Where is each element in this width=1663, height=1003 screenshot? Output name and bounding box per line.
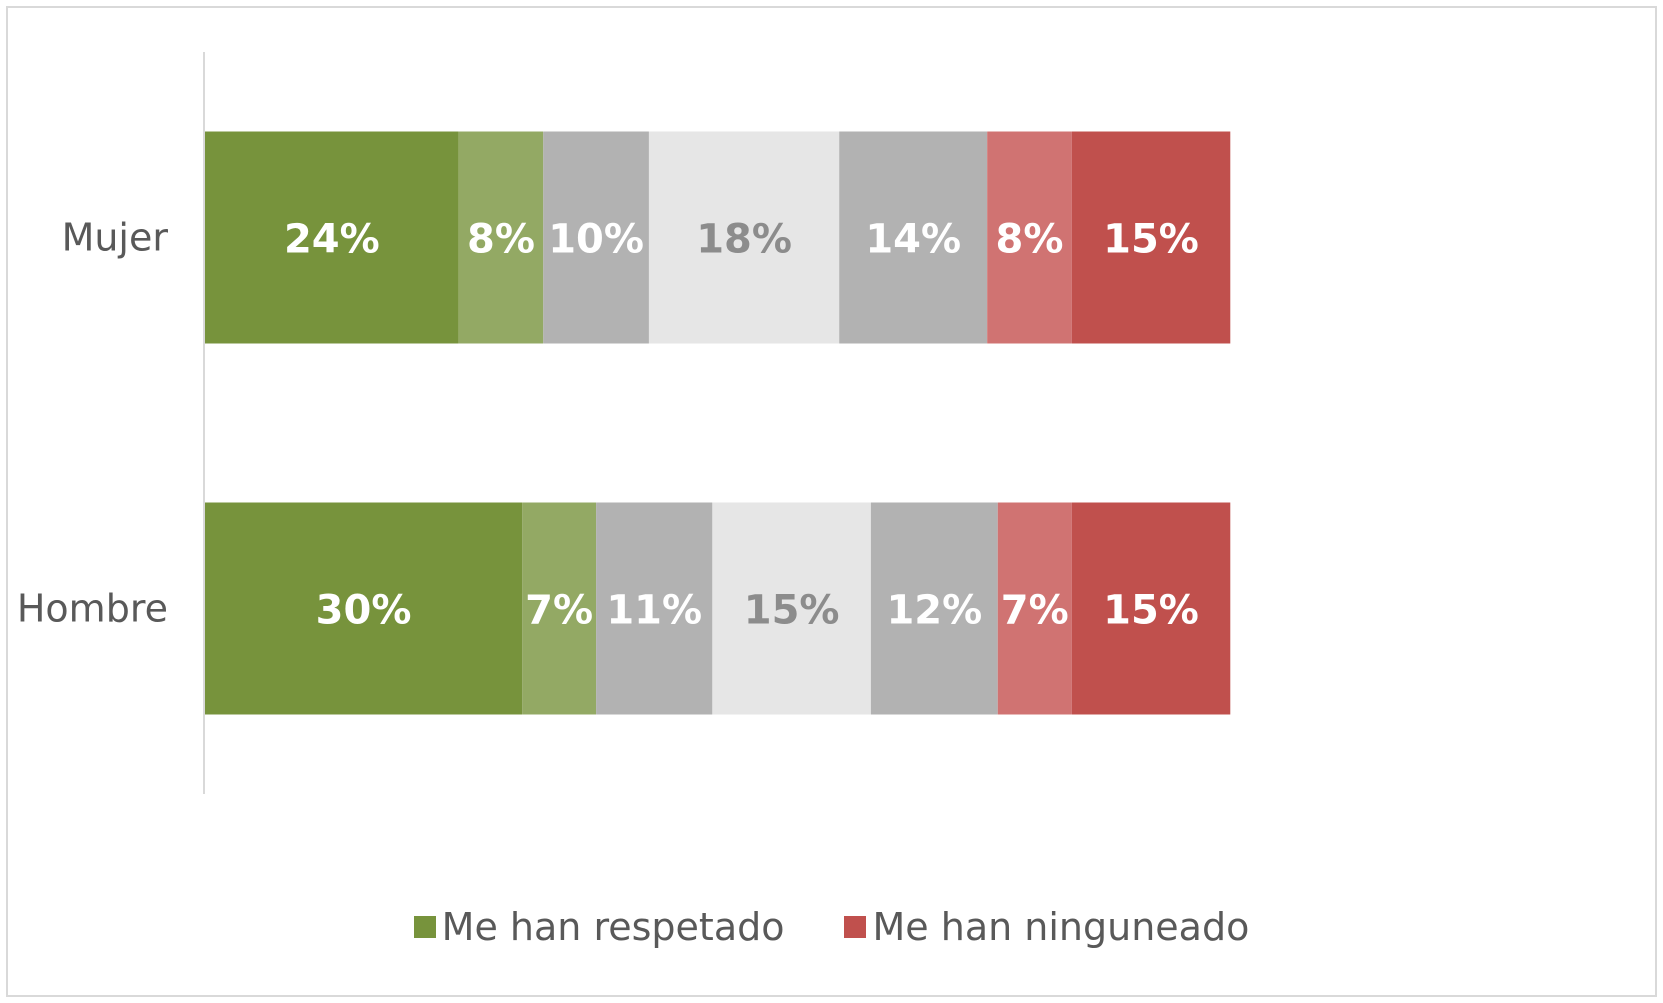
legend-label-respetado: Me han respetado: [441, 905, 785, 949]
legend-item-ninguneado: Me han ninguneado: [844, 905, 1249, 949]
data-label-hombre-2: 7%: [525, 588, 593, 634]
bar-segment-mujer-6: [987, 131, 1072, 344]
bar-segment-mujer-7: [1071, 131, 1231, 344]
bar-segment-hombre-5: [870, 502, 998, 715]
data-label-hombre-7: 15%: [1103, 588, 1199, 634]
data-label-hombre-5: 12%: [886, 588, 982, 634]
data-label-mujer-1: 24%: [284, 217, 380, 263]
bar-segment-hombre-2: [522, 502, 597, 715]
bar-segment-mujer-3: [543, 131, 649, 344]
y-tick-label-hombre: Hombre: [17, 587, 168, 631]
bar-segment-hombre-1: [205, 502, 523, 715]
bar-segment-mujer-1: [205, 131, 459, 344]
legend-label-ninguneado: Me han ninguneado: [872, 905, 1250, 949]
data-label-mujer-4: 18%: [696, 217, 792, 263]
bar-segment-hombre-4: [712, 502, 871, 715]
data-label-mujer-7: 15%: [1103, 217, 1199, 263]
bar-segment-mujer-2: [458, 131, 544, 344]
data-label-mujer-5: 14%: [865, 217, 961, 263]
bar-segment-hombre-3: [596, 502, 713, 715]
data-label-mujer-3: 10%: [548, 217, 644, 263]
y-tick-label-mujer: Mujer: [62, 216, 169, 260]
legend: Me han respetado Me han ninguneado: [0, 905, 1663, 949]
data-label-hombre-3: 11%: [606, 588, 702, 634]
data-label-mujer-2: 8%: [467, 217, 535, 263]
bar-segment-mujer-5: [839, 131, 988, 344]
data-label-hombre-1: 30%: [316, 588, 412, 634]
legend-item-respetado: Me han respetado: [413, 905, 785, 949]
data-label-mujer-6: 8%: [995, 217, 1063, 263]
bar-segment-hombre-7: [1071, 502, 1231, 715]
legend-swatch-ninguneado: [844, 916, 867, 938]
legend-swatch-respetado: [413, 916, 436, 938]
bar-segment-mujer-4: [648, 131, 840, 344]
data-label-hombre-6: 7%: [1001, 588, 1069, 634]
data-label-hombre-4: 15%: [744, 588, 840, 634]
bar-segment-hombre-6: [997, 502, 1072, 715]
